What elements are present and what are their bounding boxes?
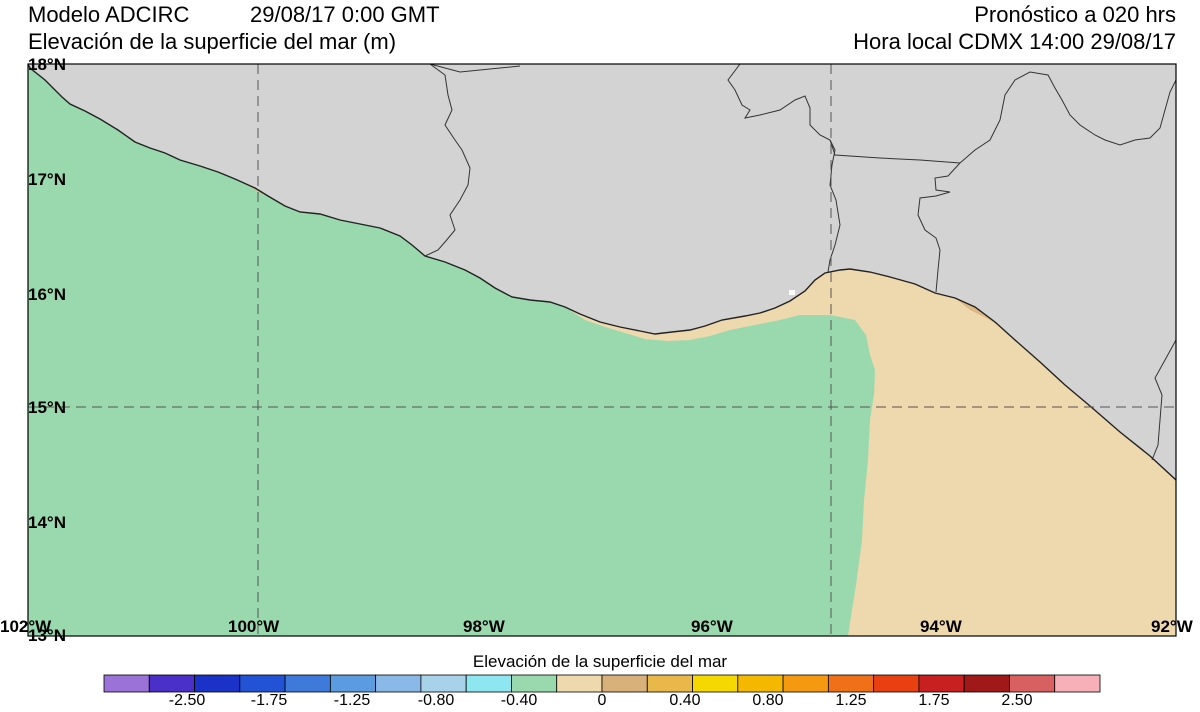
colorbar-swatch	[284, 674, 331, 693]
lat-label-18n: 18°N	[28, 55, 66, 74]
lon-label-94w: 94°W	[920, 617, 962, 636]
coastal-strip	[955, 298, 1005, 330]
lat-label-14n: 14°N	[28, 513, 66, 532]
lat-label-16n: 16°N	[28, 285, 66, 304]
colorbar-swatch	[194, 674, 241, 693]
map-frame	[27, 63, 1177, 637]
colorbar-label: 0	[597, 692, 607, 709]
lat-label-13n: 13°N	[28, 626, 66, 645]
data-gap	[789, 290, 795, 295]
state-borders	[424, 64, 1176, 461]
colorbar-swatch	[511, 674, 558, 693]
colorbar-swatch	[873, 674, 920, 693]
colorbar-label: 1.25	[835, 692, 867, 709]
colorbar-swatch	[103, 674, 150, 693]
sea-positive-elevation	[565, 269, 1176, 636]
colorbar-swatch	[420, 674, 467, 693]
colorbar-swatch	[1054, 674, 1101, 693]
colorbar-swatch	[827, 674, 875, 693]
colorbar-label: 0.40	[669, 692, 701, 709]
colorbar-label: -0.40	[500, 692, 538, 709]
colorbar-swatch	[465, 674, 512, 693]
colorbar-swatch	[375, 674, 422, 693]
model-name: Modelo ADCIRC	[28, 2, 190, 27]
colorbar-swatch	[601, 674, 648, 693]
lon-label-98w: 98°W	[463, 617, 505, 636]
coastline	[28, 64, 1176, 481]
lon-label-92w: 92°W	[1151, 617, 1193, 636]
lat-label-15n: 15°N	[28, 398, 66, 417]
colorbar-swatch	[1009, 674, 1056, 693]
colorbar	[103, 674, 1101, 693]
colorbar-title: Elevación de la superficie del mar	[472, 652, 728, 671]
colorbar-label: 1.75	[918, 692, 950, 709]
colorbar-label: 0.80	[752, 692, 784, 709]
variable-title: Elevación de la superficie del mar (m)	[28, 29, 397, 54]
lon-label-100w: 100°W	[228, 617, 280, 636]
colorbar-swatch	[556, 674, 603, 693]
forecast-hours: Pronóstico a 020 hrs	[974, 2, 1176, 27]
lon-label-96w: 96°W	[691, 617, 733, 636]
colorbar-swatch	[148, 674, 195, 693]
colorbar-swatch	[782, 674, 829, 693]
colorbar-swatch	[963, 674, 1010, 693]
colorbar-label: -1.75	[250, 692, 288, 709]
lat-label-17n: 17°N	[28, 170, 66, 189]
colorbar-swatch	[918, 674, 965, 693]
colorbar-label: -1.25	[333, 692, 371, 709]
colorbar-swatch	[329, 674, 377, 693]
colorbar-swatch	[646, 674, 693, 693]
colorbar-label: 2.50	[1001, 692, 1033, 709]
colorbar-swatch	[239, 674, 286, 693]
local-time: Hora local CDMX 14:00 29/08/17	[853, 29, 1176, 54]
colorbar-swatch	[692, 674, 739, 693]
run-datetime: 29/08/17 0:00 GMT	[250, 2, 440, 27]
lon-label-102w: 102°W	[0, 617, 52, 636]
colorbar-label: -0.80	[417, 692, 455, 709]
colorbar-label: -2.50	[168, 692, 206, 709]
colorbar-swatch	[737, 674, 784, 693]
